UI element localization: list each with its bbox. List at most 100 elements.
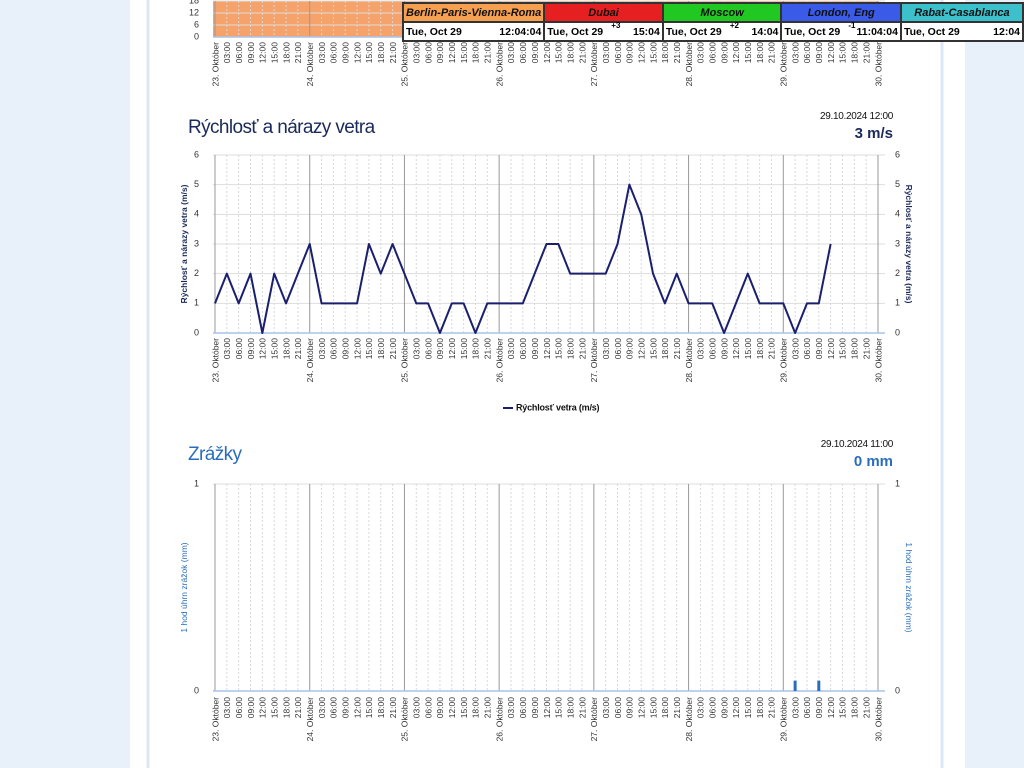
x-tick-label: 09:00 — [719, 697, 729, 719]
x-tick-label: 06:00 — [518, 42, 528, 64]
x-tick-label: 15:00 — [554, 697, 564, 719]
x-tick-label: 09:00 — [435, 42, 445, 64]
y2-tick-label: 0 — [895, 327, 900, 337]
x-tick-label: 21:00 — [483, 338, 493, 360]
legend-label: Rýchlosť vetra (m/s) — [516, 402, 600, 412]
x-tick-label: 09:00 — [246, 338, 256, 360]
x-tick-label: 21:00 — [861, 697, 871, 719]
current-value: 0 mm — [854, 453, 893, 470]
x-tick-label: 18:00 — [755, 42, 765, 64]
x-tick-label: 06:00 — [613, 338, 623, 360]
x-tick-label: 25. Október — [400, 697, 410, 742]
x-tick-label: 26. Október — [494, 338, 504, 383]
clock-city: Dubai — [543, 2, 664, 23]
x-tick-label: 06:00 — [802, 697, 812, 719]
x-tick-label: 15:00 — [459, 42, 469, 64]
x-tick-label: 06:00 — [613, 42, 623, 64]
y-tick-label: 6 — [194, 149, 199, 159]
x-tick-label: 09:00 — [814, 42, 824, 64]
x-tick-label: 15:00 — [554, 42, 564, 64]
x-tick-label: 06:00 — [234, 42, 244, 64]
x-tick-label: 03:00 — [222, 42, 232, 64]
x-tick-label: 15:00 — [648, 42, 658, 64]
x-tick-label: 12:00 — [542, 338, 552, 360]
y2-tick-label: 2 — [895, 268, 900, 278]
clock-date: Tue, Oct 29 — [547, 25, 604, 38]
x-tick-label: 06:00 — [329, 697, 339, 719]
line — [214, 183, 832, 334]
x-tick-label: 21:00 — [577, 338, 587, 360]
x-tick-label: 09:00 — [625, 42, 635, 64]
x-tick-label: 09:00 — [530, 42, 540, 64]
clock-date: Tue, Oct 29 — [903, 25, 960, 38]
x-tick-label: 06:00 — [708, 42, 718, 64]
x-tick-label: 03:00 — [696, 338, 706, 360]
x-tick-label: 03:00 — [317, 338, 327, 360]
x-tick-label: 12:00 — [352, 338, 362, 360]
x-tick-label: 09:00 — [340, 42, 350, 64]
x-tick-label: 21:00 — [861, 338, 871, 360]
x-tick-label: 15:00 — [364, 338, 374, 360]
x-tick-label: 12:00 — [258, 338, 268, 360]
x-tick-label: 21:00 — [767, 338, 777, 360]
y-tick-label: 1 — [194, 298, 199, 308]
x-tick-label: 21:00 — [767, 42, 777, 64]
x-tick-label: 12:00 — [826, 338, 836, 360]
y-tick-label: 0 — [194, 685, 199, 695]
x-tick-label: 09:00 — [340, 697, 350, 719]
x-tick-label: 21:00 — [672, 338, 682, 360]
x-tick-label: 26. Október — [494, 42, 504, 87]
y-tick-label: 0 — [194, 327, 199, 337]
y2-tick-label: 3 — [895, 238, 900, 248]
y-tick-label: 4 — [194, 209, 199, 219]
x-tick-label: 12:00 — [258, 42, 268, 64]
y2-axis-label: 1 hod úhrn zrážok (mm) — [904, 542, 914, 632]
x-tick-label: 15:00 — [554, 338, 564, 360]
clock-city: Berlin-Paris-Vienna-Roma — [401, 2, 546, 23]
x-tick-label: 09:00 — [530, 338, 540, 360]
x-tick-label: 27. Október — [589, 338, 599, 383]
x-tick-label: 06:00 — [423, 42, 433, 64]
x-tick-label: 09:00 — [814, 338, 824, 360]
x-tick-label: 18:00 — [660, 42, 670, 64]
y-tick-label: 0 — [194, 31, 199, 41]
x-tick-label: 15:00 — [648, 338, 658, 360]
x-tick-label: 15:00 — [364, 42, 374, 64]
x-tick-label: 03:00 — [506, 338, 516, 360]
y-tick-label: 3 — [194, 238, 199, 248]
x-tick-label: 18:00 — [565, 42, 575, 64]
x-tick-label: 12:00 — [352, 697, 362, 719]
clock-date: Tue, Oct 29 — [406, 25, 462, 38]
x-tick-label: 15:00 — [364, 697, 374, 719]
x-tick-label: 18:00 — [376, 42, 386, 64]
x-tick-label: 12:00 — [731, 697, 741, 719]
x-tick-label: 15:00 — [743, 697, 753, 719]
x-tick-label: 03:00 — [601, 697, 611, 719]
timestamp: 29.10.2024 12:00 — [820, 111, 894, 122]
x-tick-label: 09:00 — [340, 338, 350, 360]
clock-offset: +2 — [729, 21, 739, 30]
x-tick-label: 03:00 — [696, 697, 706, 719]
x-tick-label: 09:00 — [814, 697, 824, 719]
x-tick-label: 09:00 — [719, 338, 729, 360]
x-tick-label: 03:00 — [412, 338, 422, 360]
x-tick-label: 06:00 — [518, 338, 528, 360]
x-tick-label: 03:00 — [222, 697, 232, 719]
y-tick-label: 2 — [194, 268, 199, 278]
x-tick-label: 12:00 — [352, 42, 362, 64]
y2-tick-label: 5 — [895, 179, 900, 189]
x-tick-label: 24. Október — [305, 42, 315, 87]
x-tick-label: 21:00 — [861, 42, 871, 64]
x-tick-label: 12:00 — [447, 697, 457, 719]
x-tick-label: 12:00 — [636, 338, 646, 360]
x-tick-label: 23. Október — [210, 697, 220, 742]
x-tick-label: 29. Október — [779, 338, 789, 383]
x-tick-label: 21:00 — [388, 697, 398, 719]
x-tick-label: 09:00 — [246, 42, 256, 64]
x-tick-label: 15:00 — [459, 338, 469, 360]
x-tick-label: 15:00 — [743, 338, 753, 360]
x-tick-label: 06:00 — [518, 697, 528, 719]
x-tick-label: 03:00 — [506, 42, 516, 64]
x-tick-label: 29. Október — [779, 697, 789, 742]
x-tick-label: 09:00 — [530, 697, 540, 719]
